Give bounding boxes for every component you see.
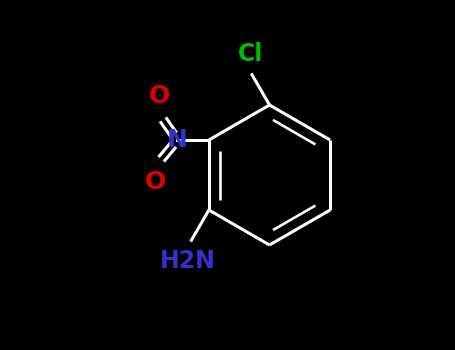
Text: O: O xyxy=(145,170,166,195)
Text: O: O xyxy=(149,84,170,108)
Text: Cl: Cl xyxy=(238,42,263,66)
Text: H2N: H2N xyxy=(160,249,216,273)
Text: N: N xyxy=(167,128,188,152)
